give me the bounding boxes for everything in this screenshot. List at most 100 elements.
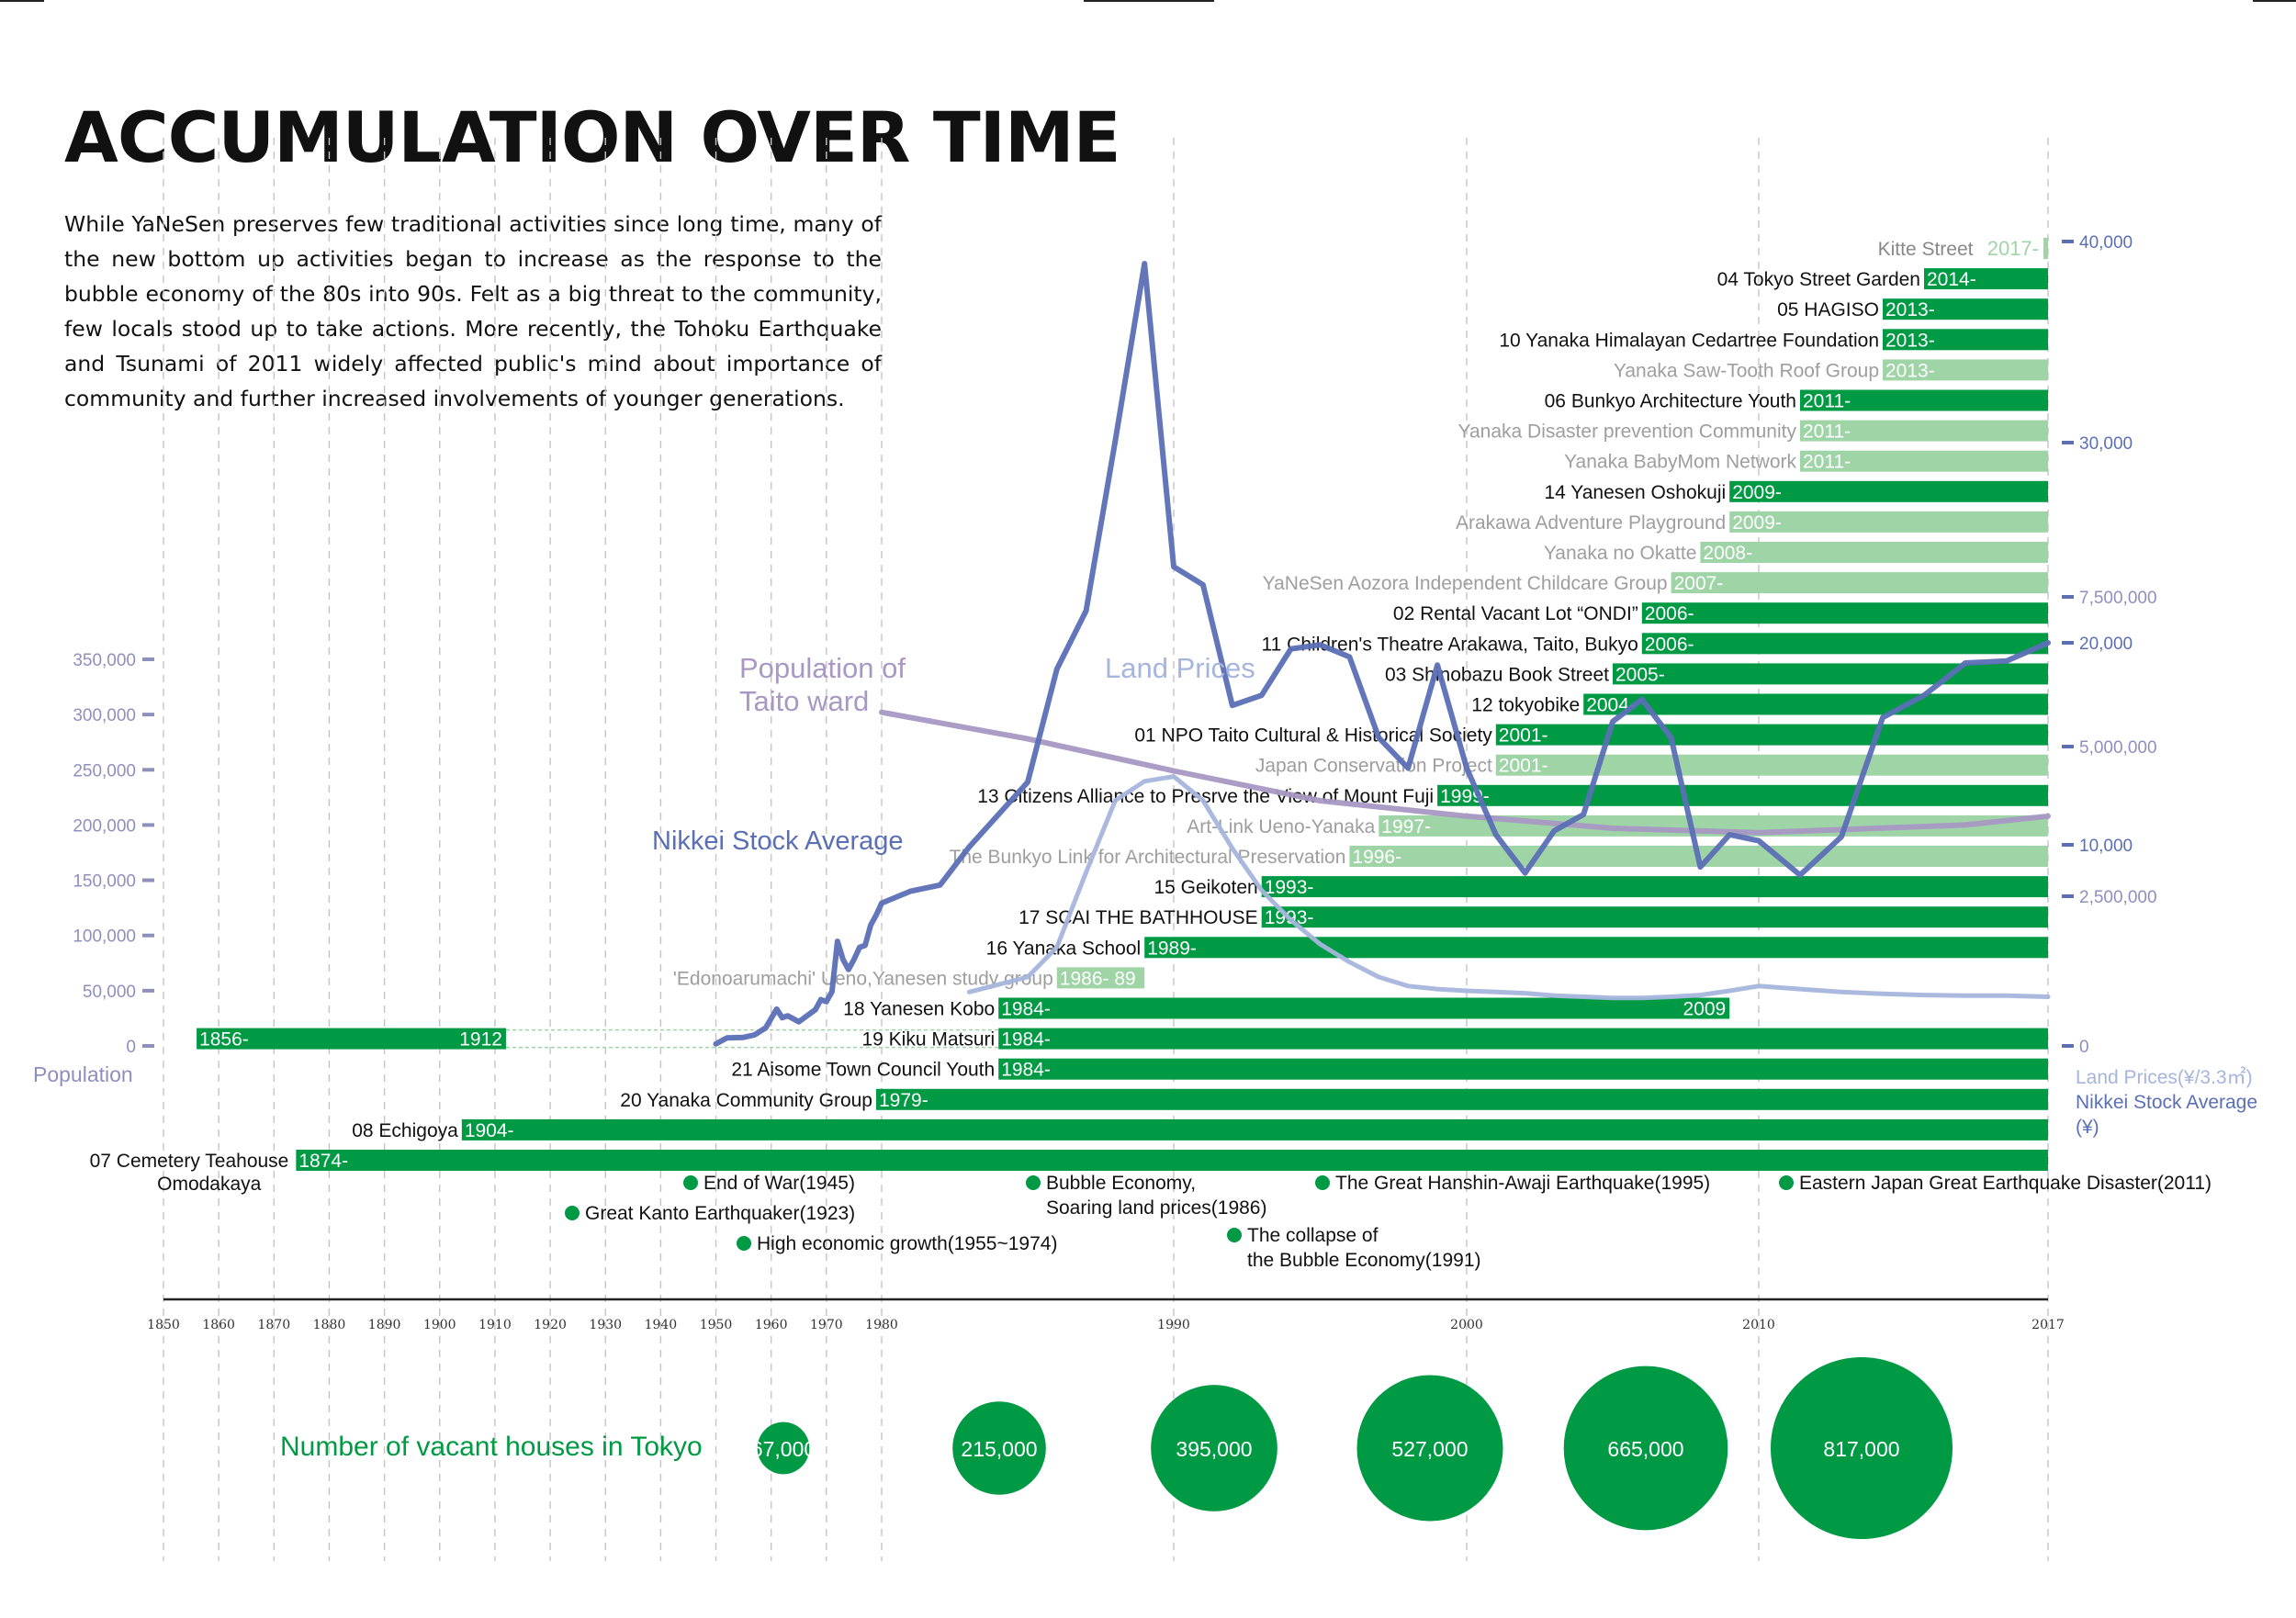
activity-start-year: 1996- [1352, 847, 1401, 868]
activity-early-start-year: 1856- [199, 1029, 249, 1051]
nikkei-series-label: Nikkei Stock Average [652, 826, 904, 856]
vacant-houses-value: 527,000 [1391, 1437, 1468, 1461]
x-tick-label: 1860 [202, 1318, 235, 1332]
event-label: High economic growth(1955~1974) [757, 1233, 1057, 1254]
activity-bar [875, 1088, 2048, 1110]
activity-row: 1979- 20 Yanaka Community Group [620, 1088, 2048, 1111]
population-tick-label: 200,000 [73, 816, 136, 836]
activity-row: 2014- 04 Tokyo Street Garden [1717, 268, 2048, 290]
activity-bar [1641, 633, 2048, 655]
activity-row: 1996- The Bunkyo Link for Architectural P… [950, 846, 2048, 868]
activity-row: 2001- Japan Conservation Project [1255, 754, 2048, 777]
activity-bar [1883, 298, 2048, 320]
activity-name: 03 Shinobazu Book Street [1385, 664, 1609, 685]
activity-row: 2009- Arakawa Adventure Playground [1456, 511, 2048, 534]
vacant-houses-bubble [1771, 1357, 1953, 1539]
activity-row: 2017- Kitte Street [1878, 237, 2048, 260]
vacant-houses-value: 665,000 [1607, 1437, 1683, 1461]
population-tick-label: 0 [126, 1038, 136, 1057]
price-axis-label: Land Prices(¥/3.3㎡) [2076, 1066, 2253, 1088]
activity-name: 19 Kiku Matsuri [861, 1029, 995, 1051]
activity-name: 07 Cemetery Teahouse [90, 1151, 289, 1172]
activity-row: 2013- 10 Yanaka Himalayan Cedartree Found… [1499, 329, 2048, 351]
population-series-label: Population of [739, 652, 906, 684]
activity-start-year: 1984- [1001, 1060, 1051, 1081]
activity-start-year: 2008- [1703, 543, 1752, 564]
activity-row: 1984- 21 Aisome Town Council Youth [731, 1058, 2048, 1081]
activity-name: Yanaka Saw-Tooth Roof Group [1614, 360, 1879, 381]
vacant-houses-value: 395,000 [1176, 1437, 1252, 1461]
event-label: End of War(1945) [703, 1173, 855, 1194]
activity-row: 2011- Yanaka BabyMom Network [1564, 450, 2048, 473]
x-tick-label: 1880 [313, 1318, 346, 1332]
population-tick-label: 250,000 [73, 761, 136, 781]
event-dot [565, 1206, 580, 1220]
activity-name: 02 Rental Vacant Lot “ONDI” [1393, 603, 1638, 624]
activity-name: 01 NPO Taito Cultural & Historical Socie… [1134, 725, 1492, 747]
event-dot [1779, 1175, 1794, 1190]
x-tick-label: 1990 [1157, 1318, 1190, 1332]
activity-start-year: 2013- [1885, 299, 1935, 320]
x-tick-label: 1960 [755, 1318, 788, 1332]
activity-start-year: 1989- [1147, 938, 1197, 959]
price-axis-label: Nikkei Stock Average [2076, 1092, 2257, 1113]
event-dot [1227, 1228, 1242, 1242]
activity-name: Yanaka BabyMom Network [1564, 452, 1796, 473]
activity-start-year: 2011- [1803, 421, 1851, 443]
activity-bar [1924, 268, 2048, 290]
population-line [879, 709, 2051, 836]
activity-name: Japan Conservation Project [1255, 756, 1492, 777]
activity-start-year: 1904- [465, 1120, 514, 1141]
activity-name: 08 Echigoya [352, 1120, 458, 1141]
activity-start-year: 1997- [1381, 816, 1431, 837]
activity-start-year: 2009- [1732, 512, 1782, 534]
land-price-tick-label: 7,500,000 [2079, 589, 2157, 608]
activity-name: 04 Tokyo Street Garden [1717, 269, 1920, 290]
vacant-houses-value: 817,000 [1823, 1437, 1899, 1461]
vacant-houses-bubbles: 67,000 215,000 395,000 527,000 665,000 817,00… [751, 1357, 1953, 1539]
activity-bar [1144, 937, 2048, 959]
activity-bar [1729, 511, 2048, 533]
activity-bar [1495, 754, 2048, 776]
activity-name: Kitte Street [1878, 239, 1974, 260]
activity-bar [1700, 542, 2048, 563]
activity-row: 1993-17 SCAI THE BATHHOUSE [1019, 906, 2048, 928]
x-tick-label: 1950 [700, 1318, 733, 1332]
population-tick-label: 100,000 [73, 927, 136, 947]
x-tick-label: 1910 [478, 1318, 512, 1332]
population-series-label: Taito ward [739, 685, 869, 717]
activity-bar [296, 1150, 2048, 1171]
vacant-houses-value: 215,000 [961, 1437, 1037, 1461]
nikkei-tick-label: 40,000 [2079, 233, 2133, 253]
activity-bar [1729, 480, 2048, 502]
activity-start-year: 2001- [1499, 756, 1548, 777]
activity-row: 1986- 89 'Edonoarumachi' Ueno,Yanesen stu… [673, 967, 1145, 989]
activity-start-year: 2013- [1885, 330, 1935, 351]
activity-start-year: 1984- [1001, 999, 1051, 1020]
land-series-label: Land Prices [1105, 652, 1255, 684]
land-price-line [966, 774, 2051, 1001]
x-tick-label: 2017 [2032, 1318, 2065, 1332]
activity-name: 20 Yanaka Community Group [620, 1090, 872, 1111]
activity-start-year: 1874- [298, 1151, 348, 1172]
activity-start-year: 2001- [1499, 725, 1548, 747]
nikkei-tick-label: 30,000 [2079, 434, 2133, 454]
activity-name: 18 Yanesen Kobo [843, 999, 995, 1020]
activity-name-line2: Omodakaya [157, 1174, 262, 1195]
x-tick-label: 1850 [147, 1318, 180, 1332]
activity-name: 06 Bunkyo Architecture Youth [1545, 391, 1796, 412]
event-label: Bubble Economy, [1046, 1173, 1196, 1194]
event-label: Soaring land prices(1986) [1046, 1197, 1266, 1219]
event-label: the Bubble Economy(1991) [1247, 1250, 1481, 1271]
activity-start-year: 1986- 89 [1060, 968, 1136, 989]
activity-bar [1883, 329, 2048, 351]
activity-bar [998, 1058, 2048, 1080]
x-tick-label: 1970 [810, 1318, 843, 1332]
activity-row: 1904- 08 Echigoya [352, 1118, 2048, 1141]
activity-start-year: 2006- [1645, 634, 1694, 655]
activity-name: 11 Children's Theatre Arakawa, Taito, Bu… [1262, 634, 1638, 655]
activity-early-bar [197, 1028, 506, 1050]
activity-name: Art-Link Ueno-Yanaka [1187, 816, 1375, 837]
activity-bar [1883, 359, 2048, 381]
activity-name: 12 tokyobike [1471, 695, 1580, 716]
